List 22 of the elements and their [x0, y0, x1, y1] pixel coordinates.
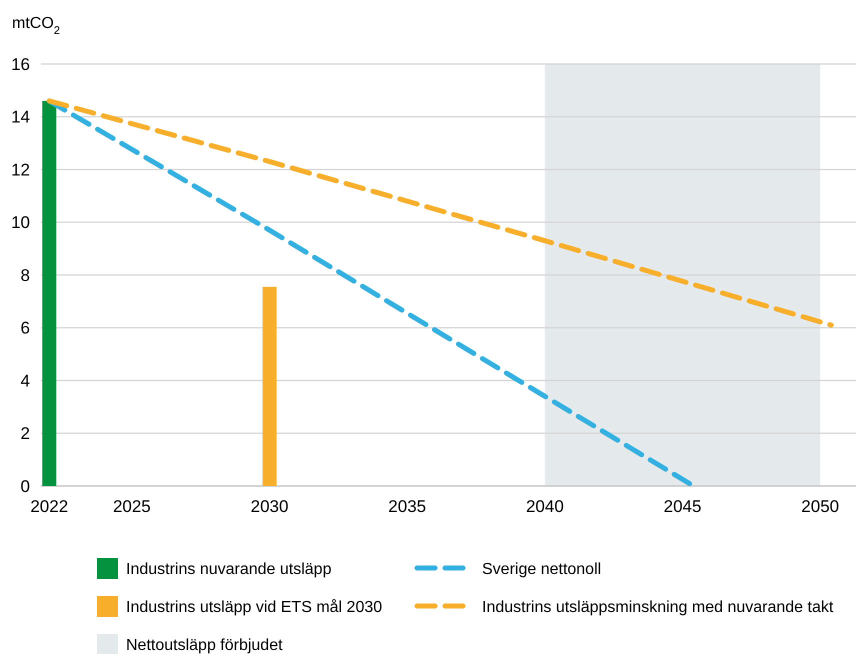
y-tick-label: 6: [20, 318, 30, 338]
y-axis-title: mtCO$_{2}$: [12, 15, 60, 37]
y-tick-label: 16: [11, 54, 30, 74]
y-tick-label: 4: [20, 371, 30, 390]
legend-label: Industrins nuvarande utsläpp: [126, 561, 332, 578]
x-tick-label: 2050: [801, 497, 840, 516]
y-tick-label: 0: [20, 476, 30, 496]
x-tick-label: 2045: [664, 497, 702, 516]
legend-label: Sverige nettonoll: [482, 561, 602, 578]
x-tick-label: 2040: [526, 497, 564, 516]
y-tick-label: 14: [11, 108, 30, 127]
x-tick-label: 2025: [112, 497, 151, 516]
y-tick-label: 8: [20, 266, 30, 285]
legend-label: Industrins utsläppsminskning med nuvarande takt: [482, 599, 834, 616]
y-tick-label: 10: [11, 213, 30, 232]
y-tick-label: 12: [11, 160, 30, 180]
x-tick-label: 2035: [388, 497, 426, 516]
y-tick-label: 2: [20, 424, 30, 444]
legend-label: Nettoutsläpp förbjudet: [126, 637, 284, 654]
x-tick-label: 2030: [250, 497, 288, 516]
legend-label: Industrins utsläpp vid ETS mål 2030: [126, 599, 382, 616]
x-tick-label: 2022: [30, 497, 68, 516]
